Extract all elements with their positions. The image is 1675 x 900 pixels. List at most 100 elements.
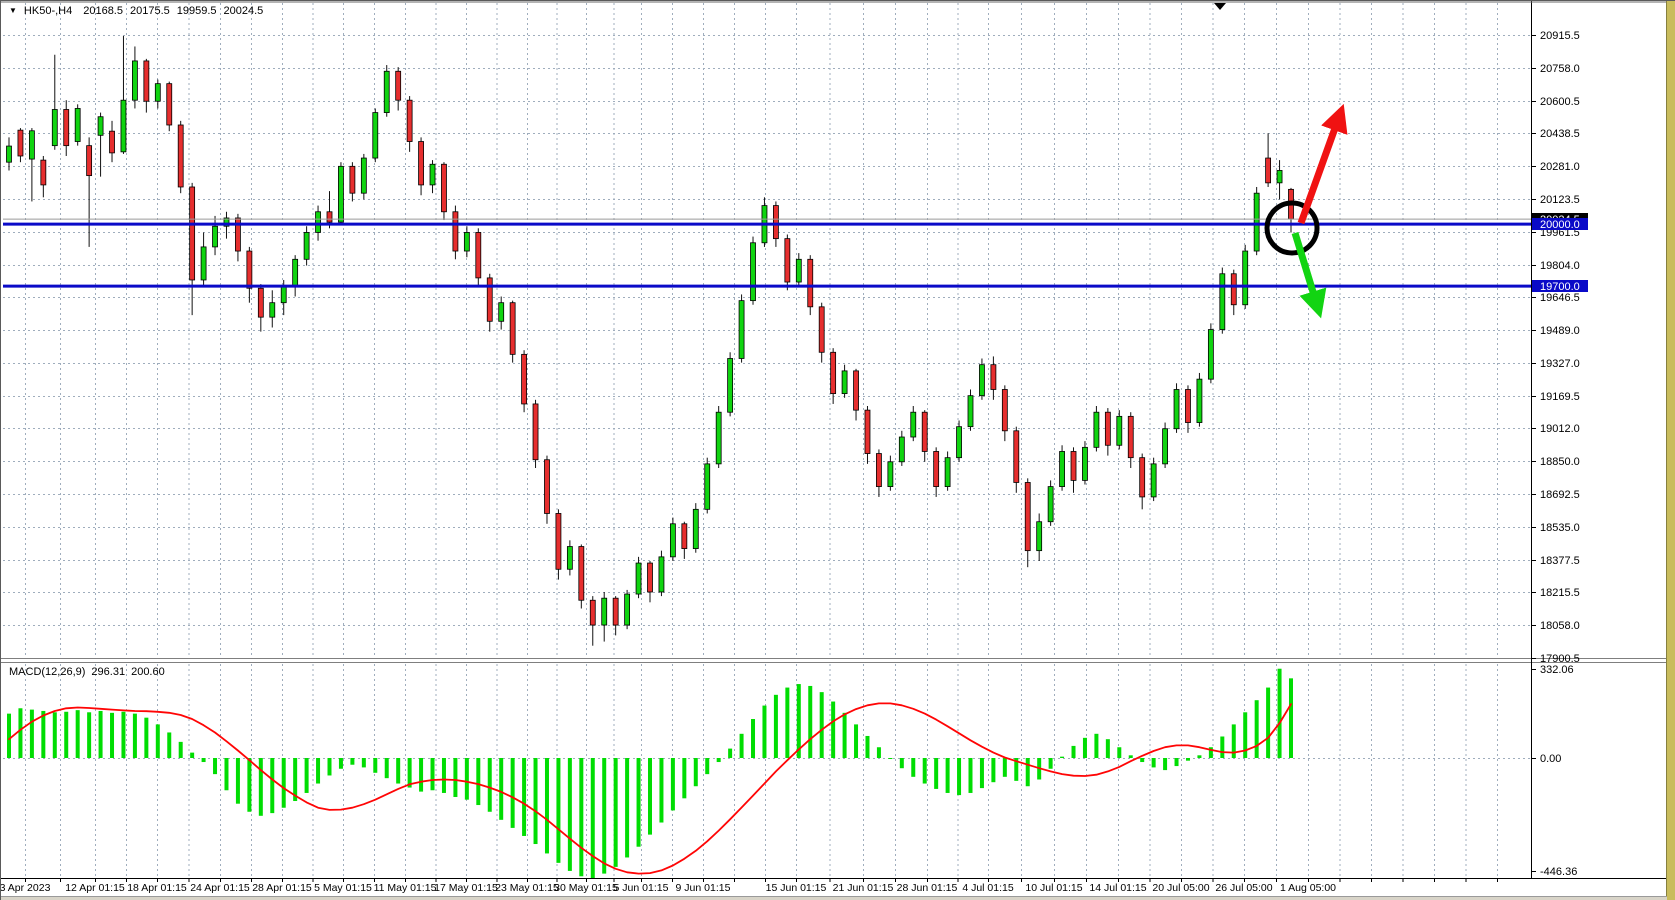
annotation-circle[interactable]: [1264, 200, 1320, 256]
candle[interactable]: [395, 67, 402, 111]
candle[interactable]: [715, 406, 722, 469]
candle[interactable]: [967, 389, 974, 431]
candle[interactable]: [1185, 385, 1191, 433]
candle[interactable]: [887, 455, 894, 491]
candle[interactable]: [1162, 422, 1168, 469]
candle[interactable]: [1253, 186, 1260, 256]
candle[interactable]: [1024, 478, 1031, 568]
candle[interactable]: [1116, 410, 1123, 450]
candle[interactable]: [979, 358, 985, 400]
candle[interactable]: [1082, 441, 1088, 485]
candle[interactable]: [6, 137, 12, 171]
candle[interactable]: [795, 253, 802, 287]
candle[interactable]: [235, 213, 241, 262]
candle[interactable]: [257, 284, 264, 332]
candle[interactable]: [727, 352, 734, 417]
candle[interactable]: [154, 79, 161, 109]
candle[interactable]: [898, 430, 905, 466]
candle[interactable]: [17, 128, 24, 163]
candle[interactable]: [143, 58, 150, 113]
candle[interactable]: [1127, 412, 1134, 469]
candle[interactable]: [166, 81, 173, 132]
candle[interactable]: [1219, 267, 1226, 334]
candle[interactable]: [601, 591, 608, 642]
candle[interactable]: [97, 112, 104, 177]
candle[interactable]: [109, 120, 115, 163]
candle[interactable]: [956, 420, 962, 462]
candle[interactable]: [303, 226, 310, 266]
candle[interactable]: [40, 155, 47, 198]
price-axis[interactable]: 20915.5 20758.0 20600.5 20438.5 20281.0 20123…: [1531, 30, 1580, 878]
candle[interactable]: [51, 54, 58, 150]
candle[interactable]: [933, 447, 940, 497]
candle[interactable]: [1001, 385, 1008, 442]
candle[interactable]: [589, 596, 596, 646]
annotation-arrow-down[interactable]: [1291, 231, 1327, 319]
candle[interactable]: [475, 228, 482, 287]
candle[interactable]: [441, 162, 447, 221]
chart-plot-area[interactable]: [3, 2, 1531, 658]
candle[interactable]: [738, 294, 745, 363]
candle[interactable]: [990, 356, 997, 400]
candle[interactable]: [784, 234, 791, 291]
candle[interactable]: [1093, 406, 1100, 452]
candle[interactable]: [1059, 445, 1065, 491]
candle[interactable]: [498, 296, 505, 330]
candle[interactable]: [612, 596, 619, 636]
candle[interactable]: [704, 457, 711, 514]
candle[interactable]: [349, 162, 356, 202]
candle[interactable]: [1242, 244, 1249, 309]
candle[interactable]: [1013, 426, 1020, 493]
candle[interactable]: [486, 273, 493, 332]
symbol-dropdown-icon[interactable]: ▼: [9, 6, 17, 15]
candle[interactable]: [1104, 408, 1111, 456]
candle[interactable]: [578, 544, 585, 609]
candle[interactable]: [681, 521, 688, 559]
candle[interactable]: [269, 290, 276, 328]
time-axis[interactable]: 3 Apr 2023 12 Apr 01:15 18 Apr 01:15 24 Apr…: [1, 878, 1498, 894]
candle[interactable]: [532, 399, 539, 469]
candle[interactable]: [1070, 447, 1077, 493]
candle[interactable]: [635, 556, 642, 599]
candle[interactable]: [360, 153, 367, 200]
candle[interactable]: [1150, 457, 1157, 502]
candle[interactable]: [86, 137, 93, 247]
candle[interactable]: [200, 232, 207, 287]
candle[interactable]: [624, 589, 631, 630]
candle[interactable]: [463, 226, 470, 258]
candle[interactable]: [864, 406, 871, 464]
macd-plot-area[interactable]: [3, 663, 1531, 878]
candle[interactable]: [189, 182, 196, 316]
candle[interactable]: [132, 46, 138, 109]
candle[interactable]: [1230, 269, 1237, 316]
candle[interactable]: [509, 300, 516, 363]
candle[interactable]: [521, 350, 527, 413]
candle[interactable]: [692, 503, 699, 553]
candle[interactable]: [566, 540, 573, 576]
candle[interactable]: [338, 162, 344, 225]
candle[interactable]: [1173, 383, 1180, 433]
candle[interactable]: [74, 104, 81, 146]
candle[interactable]: [28, 128, 35, 202]
candle[interactable]: [544, 455, 550, 524]
candle[interactable]: [212, 215, 218, 256]
candle[interactable]: [669, 517, 676, 561]
candle[interactable]: [853, 368, 859, 421]
candle[interactable]: [177, 120, 184, 194]
candle[interactable]: [452, 205, 459, 260]
annotation-arrow-up[interactable]: [1297, 103, 1348, 225]
candle[interactable]: [1207, 323, 1214, 384]
candle[interactable]: [830, 348, 837, 404]
candle[interactable]: [1139, 453, 1146, 510]
candle[interactable]: [326, 191, 333, 229]
candle[interactable]: [876, 449, 882, 497]
candle[interactable]: [383, 65, 390, 117]
candle[interactable]: [1276, 160, 1283, 200]
candle[interactable]: [647, 560, 653, 603]
candle[interactable]: [555, 509, 562, 580]
candle[interactable]: [921, 410, 928, 462]
candle[interactable]: [418, 137, 424, 196]
candle[interactable]: [246, 246, 253, 303]
candle[interactable]: [63, 100, 70, 156]
